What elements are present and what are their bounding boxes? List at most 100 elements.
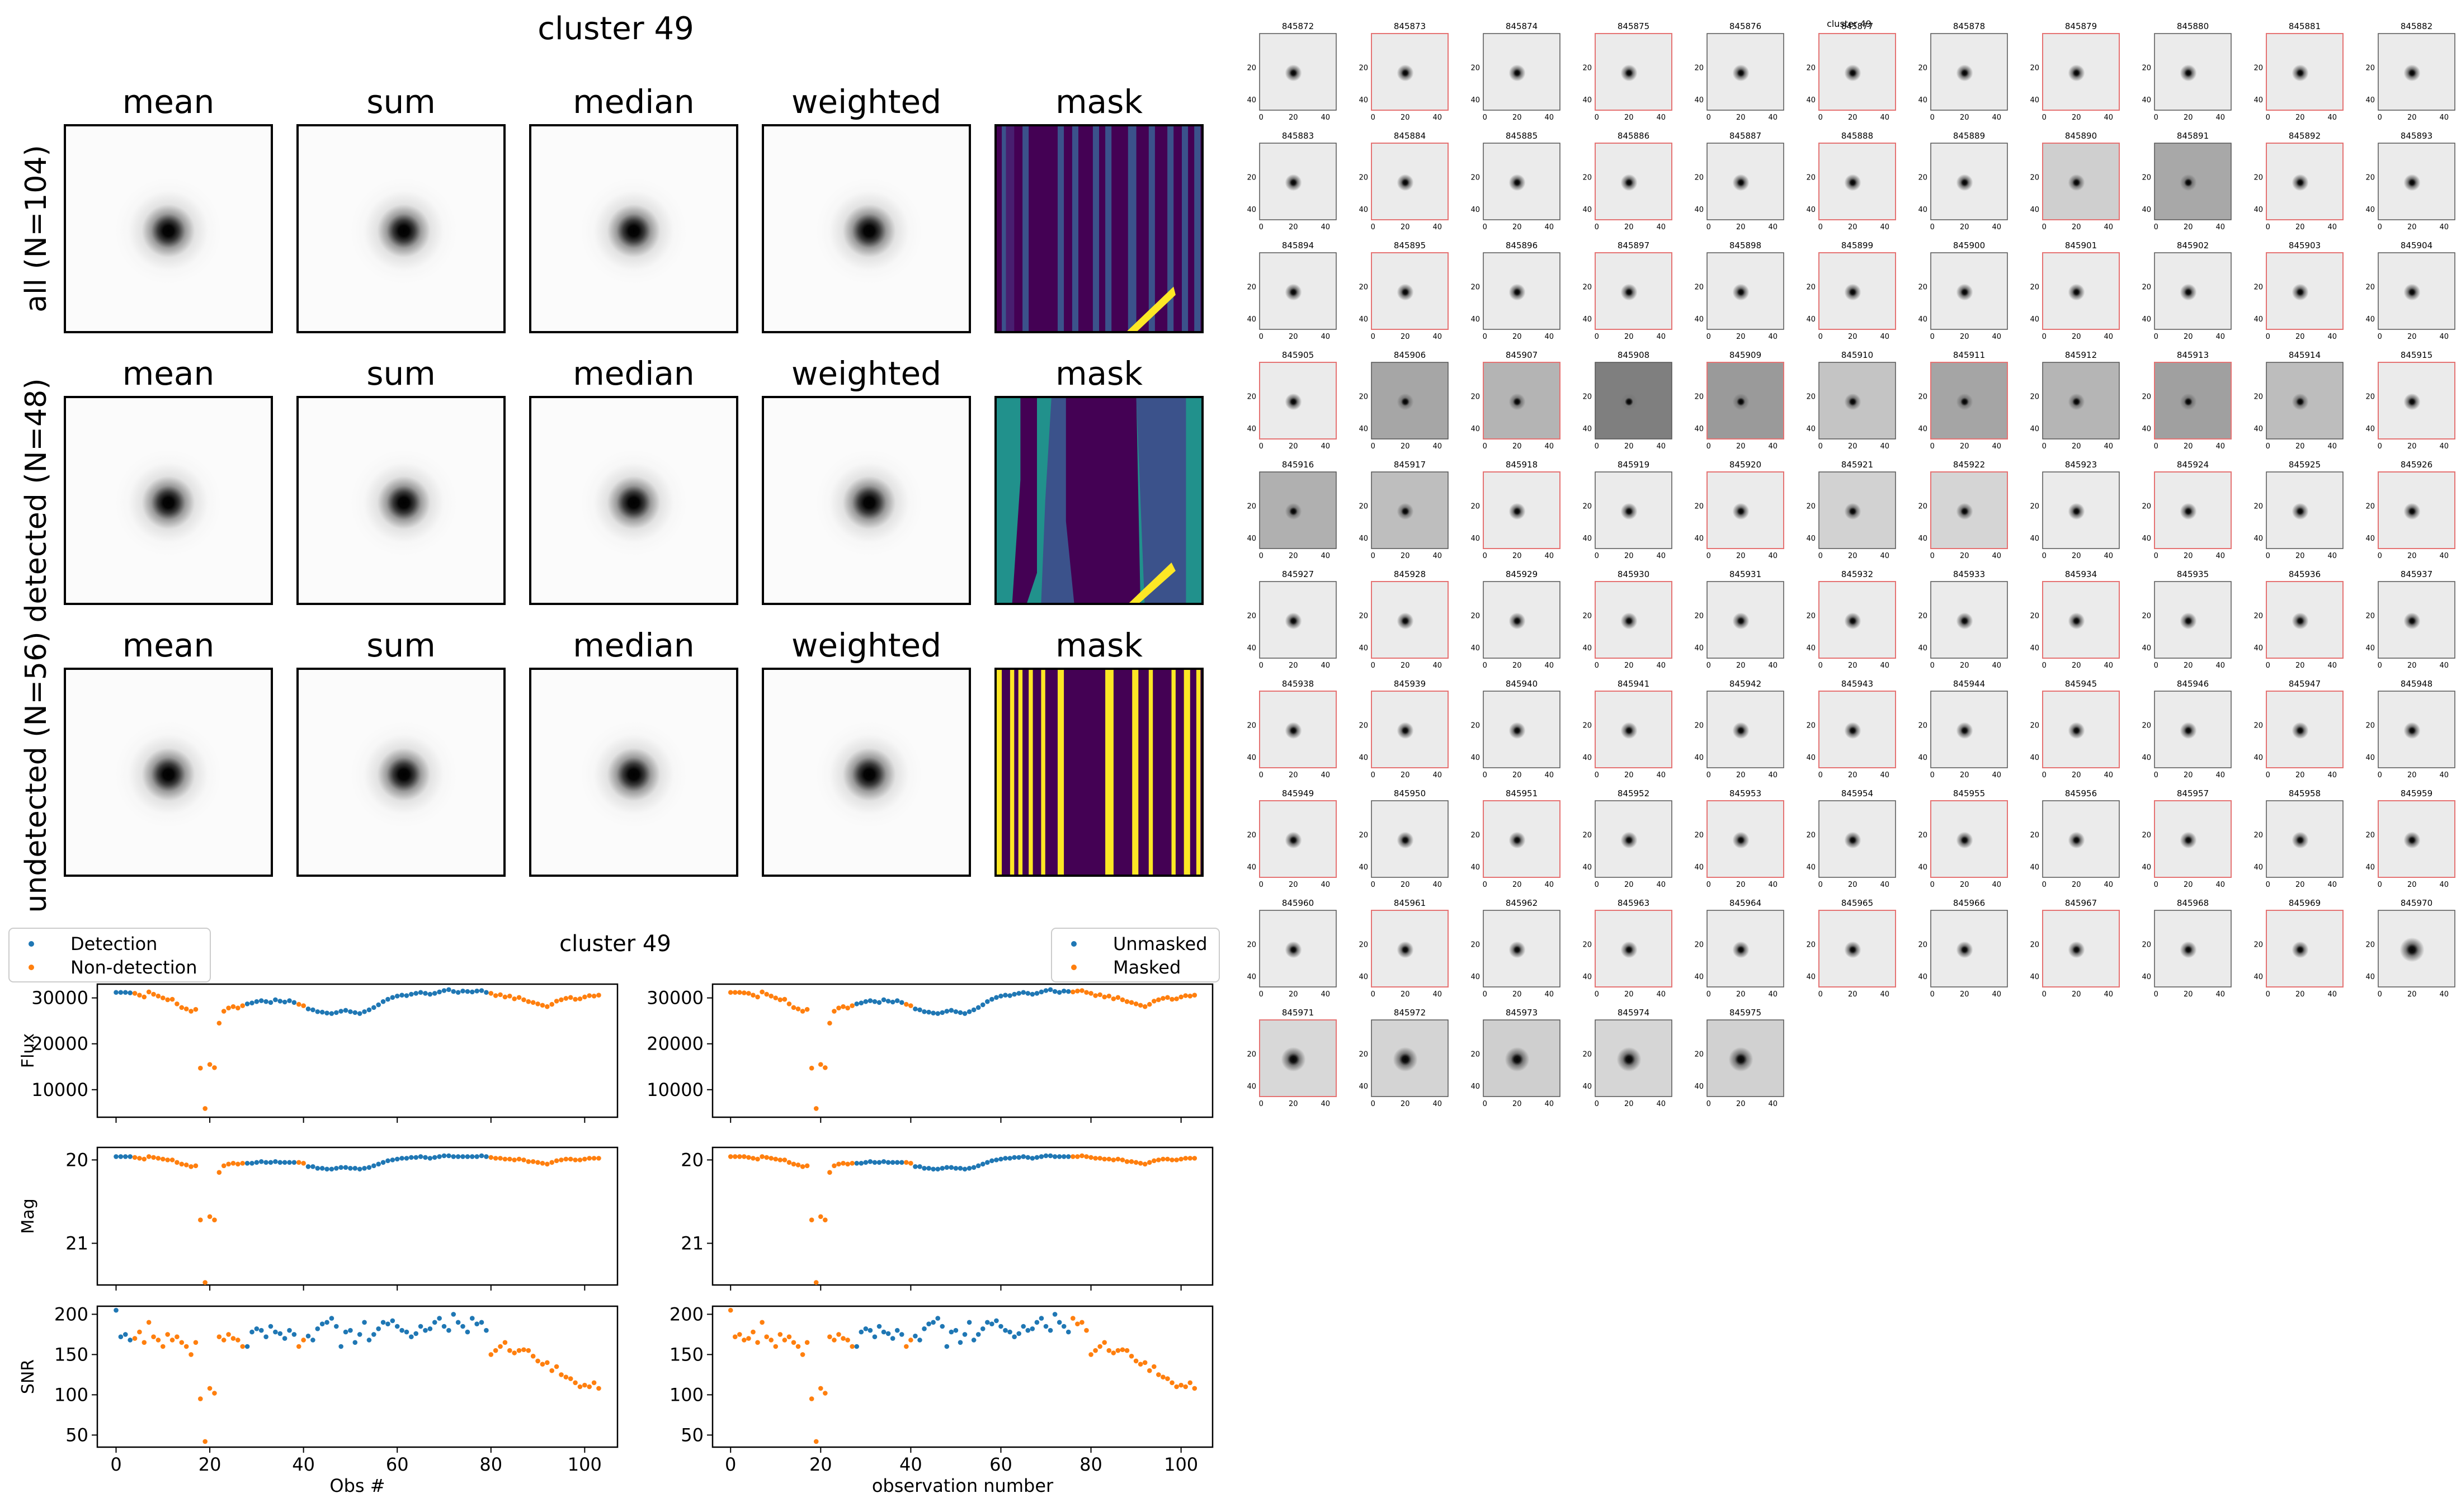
data-point [1025,1155,1031,1160]
data-point [1093,1156,1098,1161]
y-tick-label: 200 [670,1303,704,1325]
cutout-x-tick-label: 20 [2072,552,2081,560]
cutout-x-tick-label: 20 [1736,223,1746,231]
cutout-id: 845918 [1506,460,1538,470]
data-point [451,1154,456,1159]
cutout-x-tick-label: 20 [1736,552,1746,560]
data-point [827,1020,832,1026]
data-point [732,1334,738,1340]
data-point [1048,1153,1053,1159]
cutout-y-tick-label: 20 [1582,721,1592,730]
cutout-x-tick-label: 20 [1401,442,1410,451]
data-point [394,1324,400,1329]
data-point [737,1332,742,1337]
cutout-x-tick-label: 40 [2104,114,2114,122]
data-point [446,1153,451,1159]
data-point [1066,1154,1071,1159]
cutout-star [1285,64,1302,82]
cutout-y-tick-label: 20 [2365,502,2375,511]
cutout-y-tick-label: 40 [1918,315,1927,324]
data-point [498,1156,503,1161]
column-title: sum [366,355,435,393]
data-point [777,1157,783,1163]
cutout-y-tick-label: 40 [2365,863,2375,872]
legend-frame [1051,928,1220,982]
data-point [1061,989,1067,994]
cutout-x-tick-label: 20 [2184,552,2193,560]
data-point [305,1007,311,1012]
data-point [310,1007,315,1013]
data-point [818,1386,823,1391]
cutout-star [2180,393,2197,410]
data-point [315,1165,320,1171]
cutout-x-tick-label: 20 [1401,662,1410,670]
cutout-star [1956,64,1973,82]
data-point [1129,1353,1134,1359]
data-point [362,1320,367,1325]
cutout-x-tick-label: 20 [2407,990,2417,999]
cutout-x-tick-label: 0 [2266,990,2270,999]
y-tick-label: 100 [54,1384,88,1405]
cutout-y-tick-label: 20 [1806,831,1816,839]
data-point [795,1344,801,1349]
mask-frame [994,396,1204,605]
cutout-x-tick-label: 40 [1769,881,1778,889]
cutout-star [2068,831,2085,849]
data-point [545,1004,550,1009]
cutout-x-tick-label: 0 [1930,771,1935,779]
cutout-x-tick-label: 40 [1769,442,1778,451]
cutout-x-tick-label: 0 [2378,333,2382,341]
cutout-star [1508,393,1526,410]
cutout-x-tick-label: 0 [1371,333,1375,341]
cutout-x-tick-label: 40 [1433,223,1442,231]
data-point [863,1326,869,1331]
data-point [530,1159,536,1164]
cutout-x-tick-label: 40 [1321,881,1331,889]
data-point [728,990,733,995]
cutout-y-tick-label: 40 [1806,754,1816,762]
cutout-star [1397,722,1414,739]
cutout-x-tick-label: 20 [1848,881,1857,889]
cutout-x-tick-label: 40 [2216,114,2226,122]
data-point [917,1338,922,1343]
data-point [872,1160,878,1165]
cutout-star [2068,503,2085,520]
data-point [746,1155,751,1160]
cutout-y-tick-label: 40 [1806,425,1816,433]
cutout-frame [1595,581,1672,659]
cutout-y-tick-label: 40 [2030,863,2039,872]
cutout-id: 845885 [1506,131,1538,141]
cutout-y-tick-label: 20 [1247,831,1256,839]
data-point [338,1165,343,1170]
data-point [980,1161,986,1167]
data-point [352,1010,358,1015]
cutout-star [1620,941,1638,958]
data-point [409,991,414,997]
cutout-y-tick-label: 40 [1582,1083,1592,1091]
cutout-star [2403,831,2421,849]
data-point [737,990,742,995]
cutout-id: 845899 [1841,240,1873,251]
data-point [488,1352,494,1357]
cutout-star [1620,64,1638,82]
cutout-x-tick-label: 0 [1259,223,1263,231]
cutout-id: 845938 [1282,679,1314,689]
cutout-y-tick-label: 20 [1470,1050,1480,1059]
cutout-x-tick-label: 0 [2042,114,2047,122]
data-point [998,1156,1003,1162]
cutout-x-tick-label: 40 [1657,223,1666,231]
cutout-id: 845906 [1394,350,1426,360]
data-point [399,993,404,998]
data-point [418,1154,423,1159]
data-point [1066,989,1071,994]
cutout-x-tick-label: 0 [2378,881,2382,889]
